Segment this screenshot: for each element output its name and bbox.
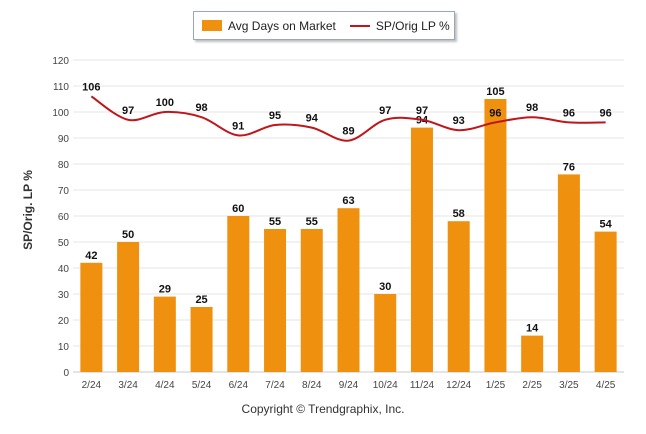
bar <box>374 294 397 372</box>
y-tick-label: 0 <box>63 368 69 379</box>
x-tick-label: 8/24 <box>302 380 322 391</box>
line-value-label: 95 <box>269 110 281 122</box>
legend-bar-label: Avg Days on Market <box>228 18 336 33</box>
bar <box>227 216 250 372</box>
line-value-label: 97 <box>416 105 428 117</box>
y-tick-label: 50 <box>58 238 70 249</box>
legend-bar-swatch <box>202 20 222 31</box>
line-value-label: 97 <box>122 105 134 117</box>
copyright-footer: Copyright © Trendgraphix, Inc. <box>241 402 405 416</box>
bar <box>190 307 213 372</box>
y-tick-label: 110 <box>53 82 69 93</box>
bar <box>300 229 323 372</box>
bar <box>153 296 176 372</box>
x-tick-label: 12/24 <box>446 380 471 391</box>
line-value-label: 93 <box>453 115 465 127</box>
x-tick-label: 6/24 <box>229 380 249 391</box>
y-tick-label: 120 <box>52 56 69 67</box>
line-path <box>90 95 606 142</box>
y-tick-label: 20 <box>58 316 70 327</box>
legend-item-bar[interactable]: Avg Days on Market <box>202 19 336 33</box>
bar-value-label: 58 <box>453 208 465 220</box>
bar-value-label: 29 <box>159 284 171 296</box>
y-tick-label: 70 <box>58 186 70 197</box>
x-tick-label: 2/24 <box>82 380 102 391</box>
bar <box>557 174 580 372</box>
bar <box>117 242 140 372</box>
bar-value-label: 63 <box>342 195 354 207</box>
line-value-label: 89 <box>342 126 354 138</box>
line-value-label: 94 <box>306 113 319 125</box>
bar-value-label: 60 <box>232 203 244 215</box>
x-tick-label: 2/25 <box>522 380 542 391</box>
line-series <box>90 95 606 142</box>
bar-value-labels: 42 50 29 25 60 55 55 63 30 94 58 105 14 76 54 <box>85 86 612 335</box>
bar <box>337 208 360 372</box>
line-value-label: 96 <box>489 107 501 119</box>
bar <box>447 221 470 372</box>
y-axis-ticks: 0 10 20 30 40 50 60 70 80 90 100 110 120 <box>52 56 69 379</box>
bar <box>521 335 544 372</box>
line-value-label: 106 <box>82 81 100 93</box>
bar <box>594 231 617 372</box>
x-tick-label: 10/24 <box>373 380 398 391</box>
bar-value-label: 14 <box>526 323 539 335</box>
legend-line-swatch <box>349 24 370 27</box>
line-value-label: 97 <box>379 105 391 117</box>
y-tick-label: 60 <box>58 212 70 223</box>
x-tick-label: 11/24 <box>410 380 435 391</box>
legend: Avg Days on Market SP/Orig LP % <box>193 11 455 40</box>
y-tick-label: 80 <box>58 160 70 171</box>
bar <box>264 229 287 372</box>
bar-value-label: 55 <box>269 216 281 228</box>
x-tick-label: 3/24 <box>118 380 138 391</box>
bar-value-label: 25 <box>195 294 207 306</box>
bar-value-label: 55 <box>306 216 318 228</box>
legend-item-line[interactable]: SP/Orig LP % <box>349 18 450 33</box>
x-tick-label: 3/25 <box>559 380 579 391</box>
line-value-label: 96 <box>563 107 575 119</box>
bar-value-label: 50 <box>122 229 134 241</box>
x-tick-label: 9/24 <box>339 380 359 391</box>
line-value-label: 91 <box>232 120 244 132</box>
bar-value-label: 54 <box>600 219 613 231</box>
line-value-label: 98 <box>526 102 538 114</box>
y-tick-label: 10 <box>58 342 70 353</box>
y-axis-label: SP/Orig. LP % <box>21 170 35 250</box>
x-tick-label: 4/24 <box>155 380 175 391</box>
x-tick-label: 7/24 <box>265 380 285 391</box>
y-tick-label: 90 <box>58 134 70 145</box>
bar <box>484 99 507 372</box>
line-value-label: 98 <box>195 102 207 114</box>
x-tick-label: 4/25 <box>596 380 616 391</box>
bar-value-label: 76 <box>563 161 575 173</box>
y-tick-label: 30 <box>58 290 70 301</box>
x-tick-label: 1/25 <box>486 380 506 391</box>
x-tick-label: 5/24 <box>192 380 212 391</box>
line-value-labels: 106 97 100 98 91 95 94 89 97 97 93 96 98 96 96 <box>82 81 612 137</box>
y-tick-label: 100 <box>52 108 69 119</box>
bar-value-label: 30 <box>379 281 391 293</box>
x-axis-ticks: 2/24 3/24 4/24 5/24 6/24 7/24 8/24 9/24 10/24 11/… <box>82 380 616 391</box>
y-tick-label: 40 <box>58 264 70 275</box>
bar-value-label: 42 <box>85 250 97 262</box>
line-value-label: 100 <box>156 97 174 109</box>
bar-value-label: 105 <box>486 86 504 98</box>
bar <box>410 127 433 372</box>
line-value-label: 96 <box>600 107 612 119</box>
bar-series <box>80 99 617 372</box>
bar <box>80 262 103 372</box>
legend-line-label: SP/Orig LP % <box>375 18 450 33</box>
